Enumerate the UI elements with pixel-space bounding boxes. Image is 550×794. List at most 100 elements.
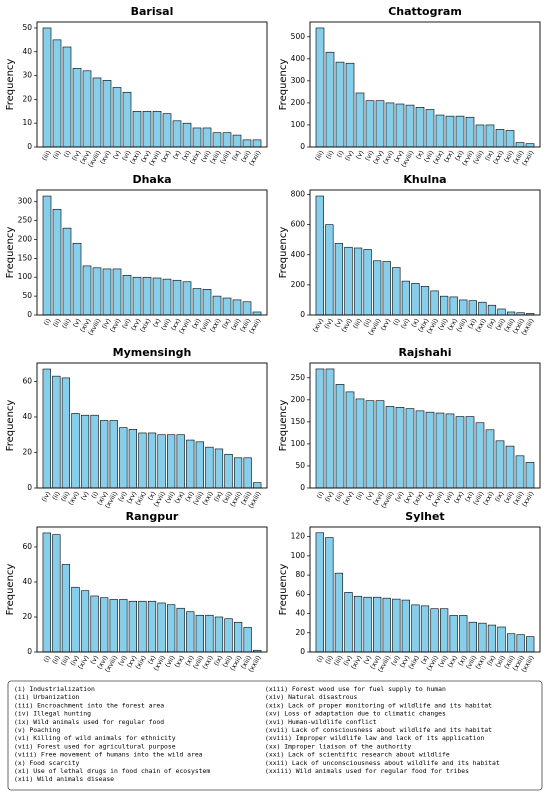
bar [478,301,487,316]
plot-frame [36,526,268,653]
bar [42,532,51,653]
bar [325,537,334,653]
chart-title: Dhaka [132,173,171,186]
legend-note: (xv) Loss of adaptation due to climatic … [265,710,446,718]
bar [497,308,506,316]
bar [382,261,391,316]
bar [42,27,52,148]
bar [82,70,92,148]
bar [478,622,487,653]
bar [468,621,477,653]
bar [395,407,405,489]
x-tick-label: (ii) [324,149,335,161]
bar [344,246,353,316]
y-tick-label: 150 [18,253,33,262]
bar [62,227,72,316]
bar [355,398,365,489]
bar [233,621,243,653]
bar [435,412,445,489]
bar [147,432,157,489]
y-tick-label: 20 [22,612,32,621]
bar [72,68,82,148]
y-tick-label: 0 [300,142,305,151]
bar [315,27,325,148]
y-tick-label: 800 [291,190,306,199]
plot-frame [36,362,268,489]
legend-box [7,680,543,791]
bar [475,422,485,489]
bar [495,129,505,148]
y-tick-label: 150 [291,417,306,426]
y-tick-label: 500 [291,32,306,41]
bar [142,276,152,316]
bar [401,599,410,653]
bar [405,408,415,489]
bar [497,626,506,653]
y-tick-label: 40 [22,412,32,421]
bar [214,616,224,653]
bar [122,275,132,316]
legend-note: (ii) Urbanization [14,693,80,701]
y-tick-label: 60 [22,376,32,385]
x-tick-label: (v) [362,654,373,666]
bar [202,127,212,148]
x-tick-label: (xv) [379,317,392,332]
x-tick-label: (ii) [51,317,62,329]
bar [61,564,71,653]
bar [506,311,516,316]
x-tick-label: (v) [79,490,90,502]
bar [71,586,80,653]
x-tick-label: (x) [419,654,430,666]
legend-note: (iv) Illegal hunting [14,710,91,718]
legend-note: (i) Industrialization [14,685,95,693]
bar [176,434,185,489]
legend-note: (xiii) Forest wood use for fuel supply t… [265,685,446,693]
bar [344,592,353,653]
bar [345,391,355,489]
bar [395,103,405,148]
bar [392,598,401,653]
bar [401,280,410,316]
x-tick-label: (x) [146,654,157,666]
x-tick-label: (i) [391,317,401,327]
bar [128,600,137,653]
bar [365,400,375,489]
bar [152,277,162,316]
bar [375,100,385,148]
bar [90,414,99,489]
bar [435,114,445,148]
bar [100,420,109,489]
bar [440,608,449,653]
bar [186,611,195,653]
legend-note: (xix) Lack of proper monitoring of wildl… [265,701,492,709]
bar [224,618,233,653]
y-tick-label: 120 [291,532,306,541]
y-tick-label: 0 [27,647,32,656]
x-tick-label: (x) [151,317,162,329]
bar [82,265,92,316]
bar [52,208,62,316]
y-tick-label: 60 [295,589,305,598]
legend-note: (xi) Use of lethal drugs in food chain o… [14,767,210,775]
bar [132,110,142,148]
bar [465,416,475,489]
y-tick-label: 400 [291,54,306,63]
bar [355,92,365,148]
y-tick-label: 200 [291,280,306,289]
y-tick-label: 100 [18,272,33,281]
y-tick-label: 250 [291,373,306,382]
bar [485,124,495,148]
bar [90,595,99,653]
bar [61,377,71,489]
bar [92,267,102,316]
x-tick-label: (v) [333,317,344,329]
plot-frame [309,362,541,489]
bar [157,602,166,653]
y-tick-label: 10 [22,118,32,127]
bar [373,260,382,316]
bar [119,599,128,653]
y-tick-label: 250 [18,216,33,225]
y-tick-label: 60 [22,542,32,551]
bar [243,457,252,489]
bar [242,301,252,316]
